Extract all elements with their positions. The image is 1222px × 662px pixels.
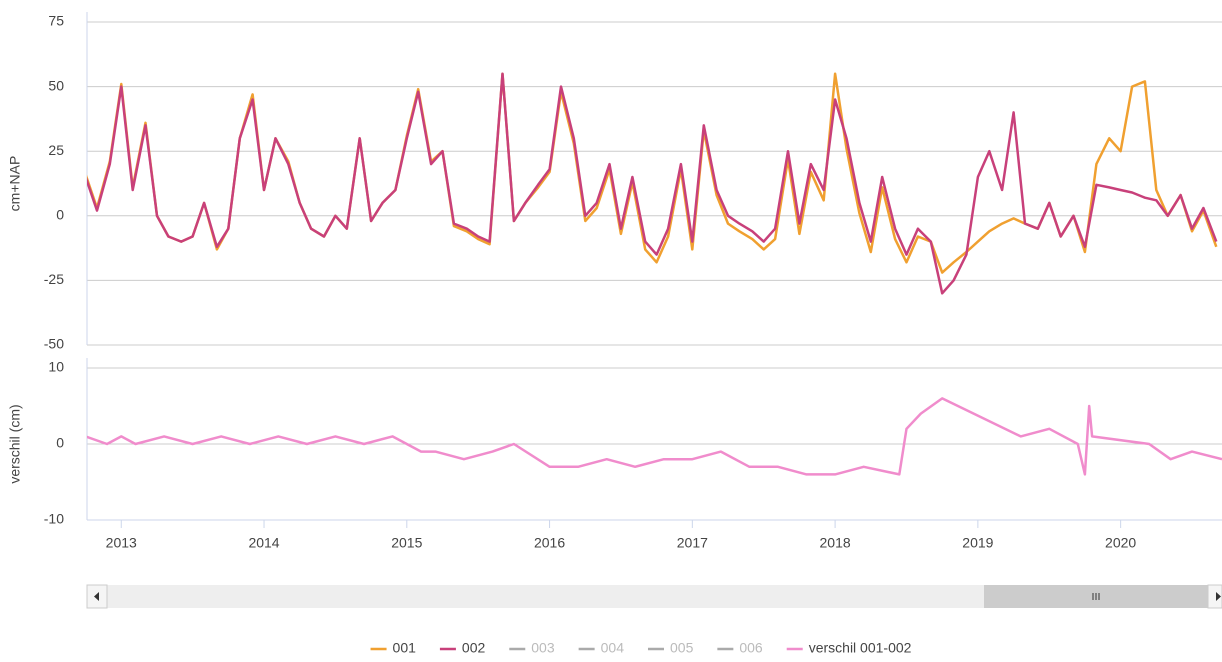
legend-item[interactable]: 005 xyxy=(647,640,694,656)
legend-label: 006 xyxy=(739,640,763,656)
legend-item[interactable]: 006 xyxy=(717,640,763,656)
legend-label: verschil 001-002 xyxy=(809,640,912,656)
series-line xyxy=(87,397,1222,476)
legend-label: 003 xyxy=(531,640,555,656)
y-tick-label: -10 xyxy=(44,511,64,527)
x-tick-label: 2020 xyxy=(1105,535,1136,551)
arrow-right xyxy=(1216,592,1221,601)
legend-item[interactable]: verschil 001-002 xyxy=(786,640,912,656)
series-line xyxy=(87,72,1218,274)
x-tick-label: 2016 xyxy=(534,535,565,551)
grip xyxy=(1092,593,1100,600)
y-tick-label: 75 xyxy=(48,13,64,29)
scroll-track[interactable] xyxy=(87,585,1222,608)
y-axis-title: verschil (cm) xyxy=(7,404,23,483)
arrow-left xyxy=(94,592,99,601)
x-tick-label: 2019 xyxy=(962,535,993,551)
x-tick-label: 2014 xyxy=(248,535,279,551)
legend-label: 004 xyxy=(601,640,625,656)
legend-item[interactable]: 003 xyxy=(509,640,555,656)
y-tick-label: 10 xyxy=(48,359,64,375)
series-line xyxy=(87,72,1218,295)
legend-label: 005 xyxy=(670,640,694,656)
legend-label: 002 xyxy=(462,640,486,656)
legend-item[interactable]: 002 xyxy=(439,640,486,656)
x-tick-label: 2015 xyxy=(391,535,422,551)
series-group xyxy=(87,72,1218,295)
y-tick-label: 25 xyxy=(48,142,64,158)
legend-item[interactable]: 001 xyxy=(370,640,417,656)
y-tick-label: -25 xyxy=(44,271,64,287)
x-tick-label: 2018 xyxy=(820,535,851,551)
y-tick-label: -50 xyxy=(44,336,64,352)
y-tick-label: 0 xyxy=(56,207,64,223)
scroll-right[interactable] xyxy=(1207,584,1222,609)
y-axis-title: cm+NAP xyxy=(7,156,23,212)
y-tick-label: 50 xyxy=(48,77,64,93)
plots: -50 -25 0 25 50 75 cm+NAP -10 0 10 verschil (cm) 20… xyxy=(7,12,1222,551)
x-tick-label: 2017 xyxy=(677,535,708,551)
legend-label: 001 xyxy=(393,640,417,656)
legend: 001 002 003 004 005 006 verschil 001-002 xyxy=(370,640,912,656)
y-tick-label: 0 xyxy=(56,435,64,451)
scrollbar[interactable] xyxy=(86,584,1222,609)
x-tick-label: 2013 xyxy=(106,535,137,551)
series-group xyxy=(87,397,1222,476)
legend-item[interactable]: 004 xyxy=(578,640,625,656)
